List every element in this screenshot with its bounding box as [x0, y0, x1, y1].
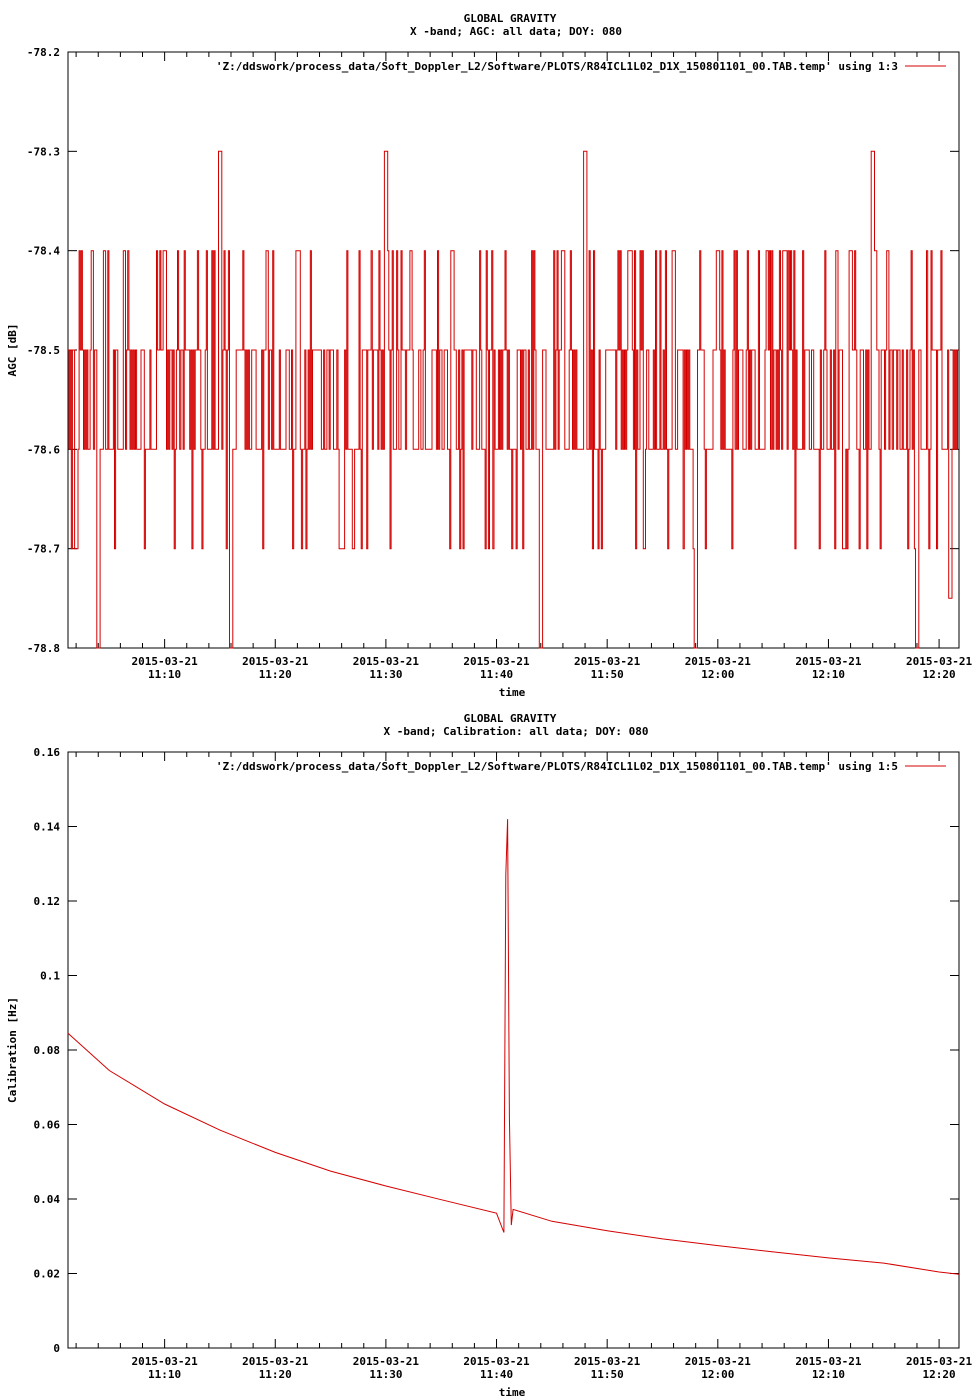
agc-x-tick-time: 12:00 — [701, 668, 734, 681]
calibration-plot-frame — [67, 751, 960, 1349]
calibration-y-tick-label: 0.12 — [34, 895, 61, 908]
agc-x-axis-label: time — [499, 686, 526, 699]
agc-y-tick-label: -78.5 — [27, 344, 60, 357]
calibration-x-tick-time: 11:30 — [369, 1368, 402, 1381]
agc-x-tick-time: 12:10 — [812, 668, 845, 681]
calibration-series-line — [67, 819, 960, 1275]
agc-x-tick-date: 2015-03-21 — [132, 655, 199, 668]
agc-x-axis: 2015-03-2111:102015-03-2111:202015-03-21… — [75, 52, 973, 681]
agc-x-tick-date: 2015-03-21 — [353, 655, 420, 668]
calibration-x-tick-time: 12:20 — [923, 1368, 956, 1381]
calibration-x-tick-time: 11:40 — [480, 1368, 513, 1381]
calibration-y-tick-label: 0.14 — [34, 821, 61, 834]
agc-x-tick-date: 2015-03-21 — [463, 655, 530, 668]
calibration-y-tick-label: 0.06 — [34, 1119, 61, 1132]
calibration-y-axis-label: Calibration [Hz] — [6, 997, 19, 1103]
agc-chart: GLOBAL GRAVITY X -band; AGC: all data; D… — [6, 12, 973, 699]
agc-x-tick-date: 2015-03-21 — [906, 655, 973, 668]
calibration-legend-label: 'Z:/ddswork/process_data/Soft_Doppler_L2… — [216, 760, 898, 773]
agc-x-tick-time: 11:10 — [148, 668, 181, 681]
calibration-x-tick-time: 12:10 — [812, 1368, 845, 1381]
calibration-x-tick-time: 11:20 — [259, 1368, 292, 1381]
calibration-chart-subtitle: X -band; Calibration: all data; DOY: 080 — [384, 725, 649, 738]
agc-x-tick-time: 12:20 — [923, 668, 956, 681]
calibration-x-tick-date: 2015-03-21 — [574, 1355, 641, 1368]
calibration-y-tick-label: 0.16 — [34, 746, 61, 759]
agc-y-tick-label: -78.3 — [27, 145, 60, 158]
agc-y-tick-label: -78.4 — [27, 245, 60, 258]
calibration-x-tick-date: 2015-03-21 — [353, 1355, 420, 1368]
calibration-x-tick-time: 11:10 — [148, 1368, 181, 1381]
agc-legend-label: 'Z:/ddswork/process_data/Soft_Doppler_L2… — [216, 60, 898, 73]
agc-x-tick-time: 11:20 — [259, 668, 292, 681]
calibration-y-tick-label: 0.08 — [34, 1044, 61, 1057]
calibration-x-tick-time: 11:50 — [591, 1368, 624, 1381]
calibration-y-axis: 0 0.02 0.04 0.06 0.08 0.1 0.12 0.14 0.16 — [34, 746, 959, 1355]
calibration-x-tick-date: 2015-03-21 — [132, 1355, 199, 1368]
agc-plot-frame — [67, 51, 960, 649]
calibration-x-tick-date: 2015-03-21 — [795, 1355, 862, 1368]
agc-y-tick-label: -78.7 — [27, 543, 60, 556]
calibration-chart-title: GLOBAL GRAVITY — [464, 712, 557, 725]
agc-x-tick-time: 11:50 — [591, 668, 624, 681]
agc-x-tick-time: 11:40 — [480, 668, 513, 681]
calibration-x-tick-date: 2015-03-21 — [463, 1355, 530, 1368]
agc-chart-title: GLOBAL GRAVITY — [464, 12, 557, 25]
calibration-x-tick-time: 12:00 — [701, 1368, 734, 1381]
calibration-y-tick-label: 0 — [53, 1342, 60, 1355]
agc-y-tick-label: -78.8 — [27, 642, 60, 655]
calibration-x-axis: 2015-03-2111:102015-03-2111:202015-03-21… — [75, 752, 973, 1381]
calibration-y-tick-label: 0.02 — [34, 1268, 61, 1281]
agc-x-tick-date: 2015-03-21 — [795, 655, 862, 668]
agc-series-line — [68, 150, 959, 649]
calibration-chart: GLOBAL GRAVITY X -band; Calibration: all… — [6, 712, 973, 1399]
agc-y-tick-label: -78.6 — [27, 443, 60, 456]
calibration-x-tick-date: 2015-03-21 — [906, 1355, 973, 1368]
agc-x-tick-date: 2015-03-21 — [242, 655, 309, 668]
agc-x-tick-date: 2015-03-21 — [685, 655, 752, 668]
calibration-y-tick-label: 0.04 — [34, 1193, 61, 1206]
agc-x-tick-date: 2015-03-21 — [574, 655, 641, 668]
agc-y-axis-label: AGC [dB] — [6, 324, 19, 377]
agc-y-tick-label: -78.2 — [27, 46, 60, 59]
agc-chart-subtitle: X -band; AGC: all data; DOY: 080 — [410, 25, 622, 38]
agc-x-tick-time: 11:30 — [369, 668, 402, 681]
calibration-x-axis-label: time — [499, 1386, 526, 1399]
calibration-y-tick-label: 0.1 — [40, 970, 60, 983]
calibration-x-tick-date: 2015-03-21 — [242, 1355, 309, 1368]
calibration-x-tick-date: 2015-03-21 — [685, 1355, 752, 1368]
